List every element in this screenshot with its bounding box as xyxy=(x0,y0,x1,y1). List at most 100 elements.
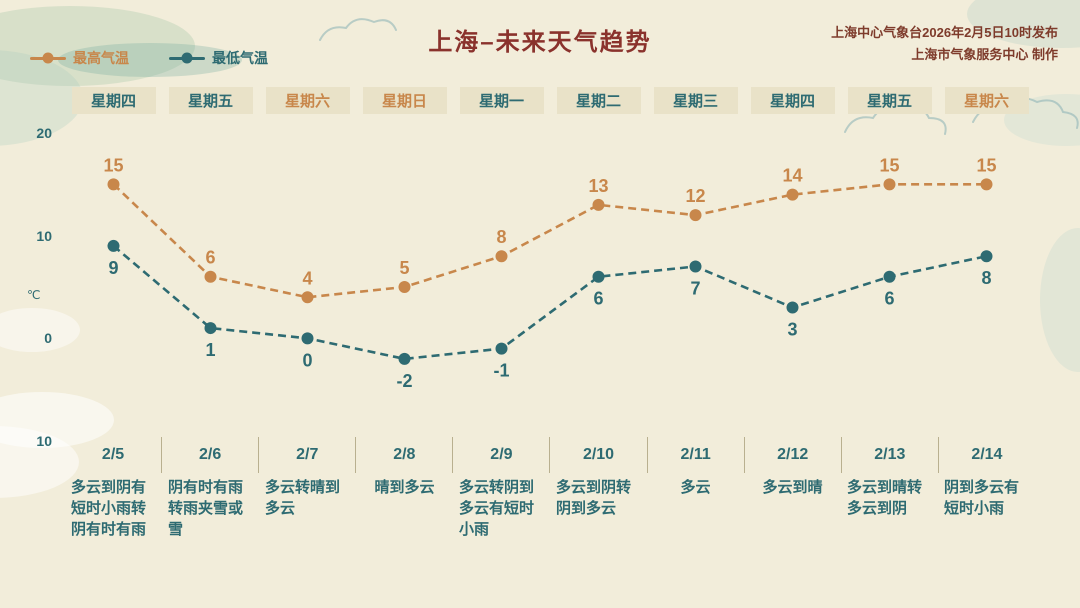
legend-item-high: 最高气温 xyxy=(30,48,129,68)
y-axis-unit: ℃ xyxy=(27,288,41,302)
y-tick-10: 10 xyxy=(36,228,52,244)
date-label: 2/8 xyxy=(393,446,416,463)
weather-desc: 多云 xyxy=(680,479,711,496)
weekday-label: 星期一 xyxy=(459,87,544,114)
high-temp-line xyxy=(112,183,987,299)
source-info: 上海中心气象台2026年2月5日10时发布 上海市气象服务中心 制作 xyxy=(831,22,1058,66)
low-temp-value: 7 xyxy=(690,278,700,298)
weather-desc-cell: 多云到阴有短时小雨转阴有时有雨 xyxy=(65,477,162,540)
weather-desc: 多云到晴 xyxy=(762,479,823,496)
weather-desc: 晴到多云 xyxy=(374,479,435,496)
legend-high-label: 最高气温 xyxy=(73,50,129,66)
high-temp-point xyxy=(301,291,314,304)
high-series-marker-icon xyxy=(30,52,66,64)
high-temp-point xyxy=(204,270,217,283)
low-temp-point xyxy=(107,239,120,252)
low-temp-value: 6 xyxy=(593,289,603,309)
low-temp-point xyxy=(786,301,799,314)
weather-desc: 多云到晴转多云到阴 xyxy=(847,479,923,517)
low-temp-value: 3 xyxy=(787,320,797,340)
date-label: 2/10 xyxy=(582,446,615,463)
y-tick-20: 20 xyxy=(36,125,52,141)
weekday-label: 星期日 xyxy=(362,87,447,114)
low-temp-value: -1 xyxy=(493,361,509,381)
weather-desc: 多云到阴有短时小雨转阴有时有雨 xyxy=(71,479,147,538)
weekday-cell: 星期三 xyxy=(647,87,744,114)
low-temp-point xyxy=(980,250,993,263)
high-temp-point xyxy=(592,198,605,211)
date-cell: 2/13 xyxy=(842,437,939,473)
weather-desc: 多云转晴到多云 xyxy=(265,479,341,517)
date-cell: 2/7 xyxy=(259,437,357,473)
high-temp-point xyxy=(883,178,896,191)
weather-desc-cell: 多云转晴到多云 xyxy=(259,477,356,540)
y-tick-0: 0 xyxy=(44,330,52,346)
high-temp-value: 15 xyxy=(879,155,899,175)
source-line-1: 上海中心气象台2026年2月5日10时发布 xyxy=(831,25,1058,40)
weather-desc-cell: 多云到晴转多云到阴 xyxy=(841,477,938,540)
low-temp-value: 9 xyxy=(108,258,118,278)
weather-desc: 阴有时有雨转雨夹雪或雪 xyxy=(168,479,244,538)
low-temp-value: 6 xyxy=(884,289,894,309)
weekday-cell: 星期五 xyxy=(162,87,259,114)
high-temp-point xyxy=(980,178,993,191)
low-temp-point xyxy=(301,332,314,345)
high-temp-point xyxy=(786,188,799,201)
weekday-label: 星期四 xyxy=(71,87,156,114)
weather-desc: 多云到阴转阴到多云 xyxy=(556,479,632,517)
date-row: 2/5 2/6 2/7 2/8 2/9 2/10 2/11 2/12 2/13 2/14 xyxy=(65,437,1035,473)
high-temp-point xyxy=(107,178,120,191)
weekday-label: 星期五 xyxy=(168,87,253,114)
high-temp-value: 4 xyxy=(302,268,312,288)
weekday-cell: 星期二 xyxy=(550,87,647,114)
weekday-label: 星期六 xyxy=(265,87,350,114)
date-cell: 2/8 xyxy=(356,437,454,473)
high-temp-point xyxy=(495,250,508,263)
weather-desc: 阴到多云有短时小雨 xyxy=(944,479,1020,517)
high-temp-value: 12 xyxy=(685,186,705,206)
high-temp-point xyxy=(689,209,702,222)
high-temp-value: 6 xyxy=(205,248,215,268)
legend: 最高气温 最低气温 xyxy=(30,48,268,68)
low-temp-point xyxy=(592,270,605,283)
date-label: 2/5 xyxy=(101,446,125,463)
high-temp-value: 14 xyxy=(782,166,802,186)
date-cell: 2/9 xyxy=(453,437,551,473)
legend-item-low: 最低气温 xyxy=(169,48,268,68)
weather-desc-cell: 多云到阴转阴到多云 xyxy=(550,477,647,540)
y-tick-neg10: 10 xyxy=(36,433,52,449)
weekday-label: 星期四 xyxy=(750,87,835,114)
low-temp-value: 0 xyxy=(302,350,312,370)
source-line-2: 上海市气象服务中心 制作 xyxy=(911,47,1058,62)
high-temp-value: 15 xyxy=(976,155,996,175)
date-label: 2/11 xyxy=(680,446,711,463)
weather-desc-cell: 多云到晴 xyxy=(744,477,841,540)
low-temp-point xyxy=(495,342,508,355)
weekday-label: 星期六 xyxy=(944,87,1029,114)
weekday-cell: 星期四 xyxy=(744,87,841,114)
weather-desc-cell: 多云转阴到多云有短时小雨 xyxy=(453,477,550,540)
weekday-cell: 星期日 xyxy=(356,87,453,114)
date-cell: 2/5 xyxy=(65,437,163,473)
weekday-label: 星期三 xyxy=(653,87,738,114)
low-temp-value: 8 xyxy=(981,268,991,288)
high-temp-value: 5 xyxy=(399,258,409,278)
low-temp-value: -2 xyxy=(396,371,412,391)
low-series-marker-icon xyxy=(169,52,205,64)
weekday-cell: 星期六 xyxy=(938,87,1035,114)
low-temp-point xyxy=(883,270,896,283)
low-temp-value: 1 xyxy=(205,340,215,360)
low-temp-point xyxy=(398,352,411,365)
high-temp-point xyxy=(398,281,411,293)
date-label: 2/12 xyxy=(777,446,809,463)
date-label: 2/14 xyxy=(971,446,1003,463)
low-temp-point xyxy=(689,260,702,273)
date-cell: 2/14 xyxy=(939,437,1035,473)
legend-low-label: 最低气温 xyxy=(212,50,268,66)
weekday-cell: 星期五 xyxy=(841,87,938,114)
weekday-cell: 星期一 xyxy=(453,87,550,114)
weather-desc-cell: 多云 xyxy=(647,477,744,540)
weekday-row: 星期四 星期五 星期六 星期日 星期一 星期二 星期三 星期四 星期五 星期六 xyxy=(65,87,1035,114)
page-title: 上海–未来天气趋势 xyxy=(428,29,652,56)
